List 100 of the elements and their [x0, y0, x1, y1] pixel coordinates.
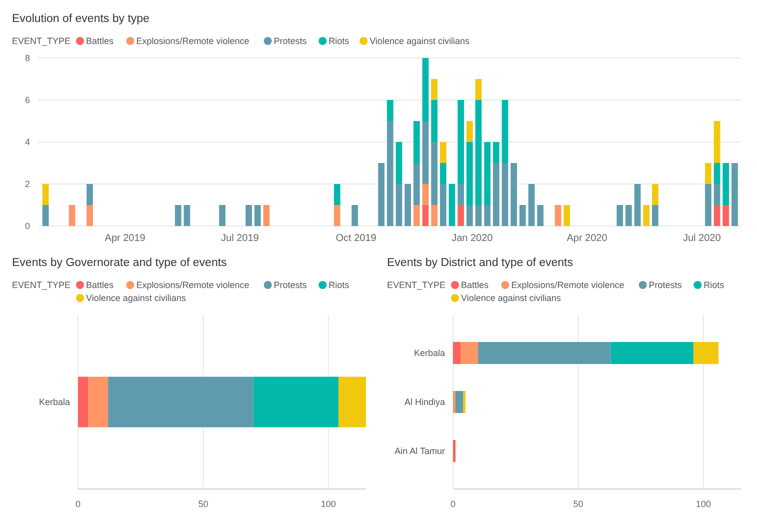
bar [440, 184, 446, 226]
legend-label: Protests [274, 36, 308, 46]
bar [722, 205, 730, 226]
y-tick-label: Al Hindiya [404, 397, 445, 407]
x-tick-label: Apr 2020 [566, 233, 608, 244]
bar [431, 205, 438, 226]
bar [453, 440, 456, 462]
chart-title: Events by Governorate and type of events [12, 257, 228, 269]
bar [431, 79, 438, 100]
x-tick-label: 0 [75, 499, 81, 509]
x-tick-label: 50 [573, 499, 584, 509]
bar [484, 205, 490, 226]
bar [88, 376, 108, 428]
bar [86, 184, 93, 205]
legend-label: Protests [274, 280, 308, 290]
bar [510, 163, 517, 226]
legend-label: Explosions/Remote violence [136, 280, 250, 290]
bar [475, 205, 482, 226]
bar [475, 100, 482, 205]
x-tick-label: 100 [696, 499, 711, 509]
y-tick-label: 8 [24, 53, 30, 63]
x-tick-label: Jul 2020 [682, 233, 722, 244]
bar [705, 163, 712, 184]
bar [714, 205, 720, 226]
legend-title: EVENT_TYPE [387, 280, 446, 290]
bar [693, 342, 718, 364]
y-tick-label: 6 [24, 95, 30, 105]
bar [458, 100, 464, 184]
bar [478, 342, 611, 364]
bar [732, 163, 738, 226]
bar [334, 184, 340, 205]
bar [431, 142, 438, 205]
bar [422, 58, 429, 121]
x-tick-label: Jul 2019 [221, 233, 260, 244]
bar [466, 142, 473, 205]
bar [466, 205, 473, 226]
legend-label: Battles [86, 36, 114, 46]
bar [440, 142, 446, 163]
bar [413, 121, 420, 163]
bar [440, 163, 446, 184]
x-tick-label: 0 [450, 499, 456, 509]
bar [219, 205, 226, 226]
bar [519, 205, 526, 226]
legend-label: Violence against civilians [461, 293, 562, 303]
chart-title: Evolution of events by type [12, 13, 150, 25]
x-tick-label: 50 [198, 499, 208, 509]
bar [492, 163, 500, 226]
bar [404, 184, 411, 226]
legend-label: Riots [328, 280, 350, 290]
legend-label: Protests [648, 280, 682, 290]
bar [625, 205, 632, 226]
bar [475, 79, 482, 100]
bar [246, 205, 252, 226]
bar [108, 376, 254, 428]
bar [396, 142, 402, 184]
bar [352, 205, 358, 226]
bar [537, 205, 544, 226]
x-tick-label: Oct 2019 [336, 233, 377, 244]
bar [564, 205, 570, 226]
bar [502, 163, 508, 226]
bar [78, 376, 88, 428]
bar [422, 205, 429, 226]
bar [86, 205, 93, 226]
bar [253, 376, 338, 428]
y-tick-label: Ain Al Tamur [394, 446, 445, 456]
bar [42, 205, 49, 226]
y-tick-label: Kerbala [414, 348, 445, 358]
bar [174, 205, 182, 226]
legend-label: Explosions/Remote violence [511, 280, 624, 290]
bar [42, 184, 49, 205]
bar [413, 163, 420, 205]
chart-title: Events by District and type of events [387, 257, 574, 269]
x-tick-label: 100 [320, 499, 336, 509]
bar [466, 121, 473, 142]
legend-label: Violence against civilians [370, 36, 470, 46]
bar [460, 342, 478, 364]
y-tick-label: 2 [24, 179, 30, 189]
bar [616, 205, 624, 226]
bar [453, 342, 461, 364]
bar [334, 205, 340, 226]
x-tick-label: Jan 2020 [452, 233, 494, 244]
bar [652, 184, 658, 205]
bar [528, 184, 535, 226]
legend-title: EVENT_TYPE [12, 36, 71, 46]
bar [338, 376, 366, 428]
bar [502, 100, 508, 163]
legend-label: Battles [461, 280, 490, 290]
bar [722, 163, 730, 205]
y-tick-label: 0 [24, 221, 30, 231]
bar [422, 121, 429, 184]
legend-label: Riots [328, 36, 350, 46]
bar [396, 184, 402, 226]
legend-label: Battles [86, 280, 114, 290]
y-tick-label: Kerbala [38, 397, 70, 407]
legend-title: EVENT_TYPE [12, 280, 71, 290]
legend-label: Explosions/Remote violence [136, 36, 250, 46]
bar [458, 205, 464, 226]
bar [448, 184, 456, 226]
legend-label: Riots [704, 280, 725, 290]
bar [714, 121, 720, 163]
